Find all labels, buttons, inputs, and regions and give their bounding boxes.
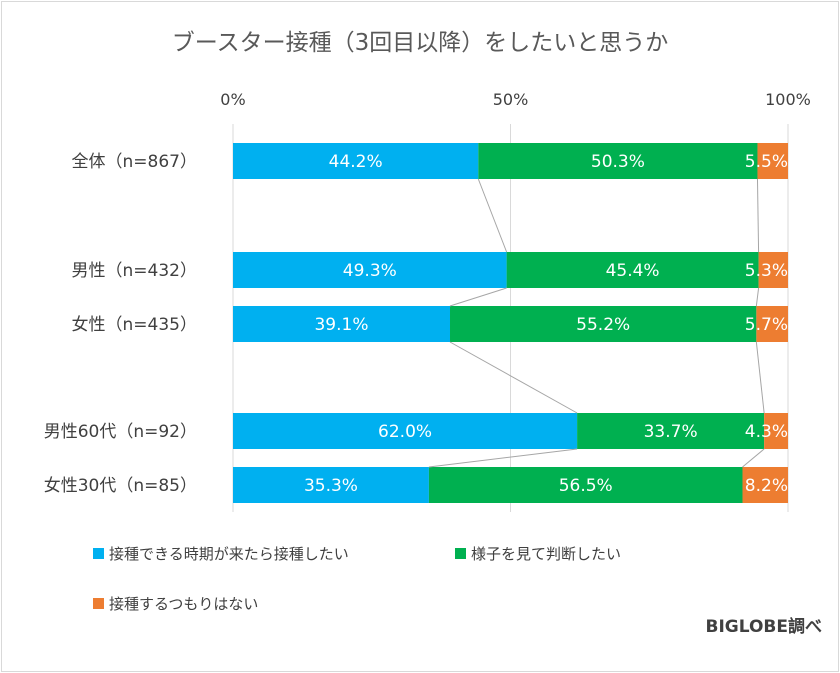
data-label: 5.3%: [745, 261, 788, 281]
legend-swatch: [93, 598, 104, 609]
legend-swatch: [93, 548, 104, 559]
data-label: 50.3%: [591, 152, 645, 172]
category-label: 男性（n=432）: [72, 261, 197, 281]
category-label: 男性60代（n=92）: [44, 422, 197, 442]
data-label: 5.7%: [745, 315, 788, 335]
legend-label: 様子を見て判断したい: [471, 545, 621, 563]
data-label: 5.5%: [745, 152, 788, 172]
series-line: [449, 287, 507, 307]
series-line: [742, 448, 765, 468]
bar-segment: [233, 467, 429, 503]
data-label: 39.1%: [314, 315, 368, 335]
x-tick-label: 50%: [493, 90, 529, 109]
bar-segment: [428, 467, 743, 503]
chart-title: ブースター接種（3回目以降）をしたいと思うか: [172, 30, 668, 56]
x-tick-label: 0%: [220, 90, 245, 109]
series-line: [755, 341, 765, 414]
data-label: 49.3%: [343, 261, 397, 281]
data-label: 8.2%: [745, 476, 788, 496]
series-line: [756, 178, 760, 253]
category-label: 女性（n=435）: [72, 315, 197, 335]
data-label: 44.2%: [329, 152, 383, 172]
legend-label: 接種するつもりはない: [109, 595, 258, 613]
bar-segment: [756, 306, 788, 342]
series-line: [449, 341, 578, 414]
bar-segment: [233, 143, 479, 179]
bar-segment: [478, 143, 758, 179]
x-tick-label: 100%: [765, 90, 811, 109]
series-line: [755, 287, 760, 307]
bar-segment: [233, 252, 507, 288]
data-label: 33.7%: [644, 422, 698, 442]
data-label: 56.5%: [559, 476, 613, 496]
bar-segment: [577, 413, 765, 449]
bar-segment: [757, 143, 788, 179]
bar-segment: [758, 252, 788, 288]
category-label: 全体（n=867）: [72, 152, 197, 172]
bar-segment: [450, 306, 757, 342]
data-label: 62.0%: [378, 422, 432, 442]
data-label: 4.3%: [745, 422, 788, 442]
credit-label: BIGLOBE調べ: [706, 616, 823, 637]
series-line: [428, 448, 578, 468]
legend-swatch: [455, 548, 466, 559]
series-line: [477, 178, 508, 253]
data-label: 35.3%: [304, 476, 358, 496]
bar-segment: [742, 467, 788, 503]
data-label: 55.2%: [576, 315, 630, 335]
bar-segment: [764, 413, 788, 449]
bar-segment: [233, 413, 578, 449]
legend-label: 接種できる時期が来たら接種したい: [109, 545, 349, 563]
category-label: 女性30代（n=85）: [44, 476, 197, 496]
bar-segment: [233, 306, 451, 342]
data-label: 45.4%: [606, 261, 660, 281]
bar-segment: [506, 252, 759, 288]
